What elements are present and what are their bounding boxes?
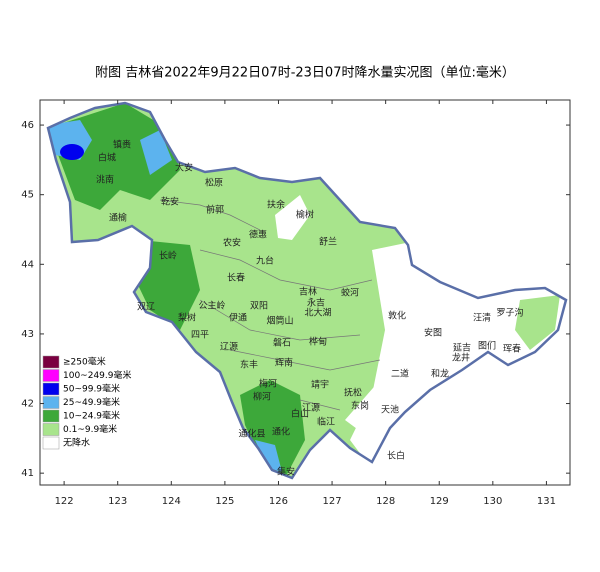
x-tick-label: 125: [215, 496, 234, 507]
place-label: 北大湖: [304, 307, 331, 319]
place-label: 辉南: [275, 357, 293, 369]
place-label: 榆树: [296, 209, 314, 221]
place-label: 四平: [191, 330, 209, 341]
place-label: 公主岭: [198, 300, 225, 312]
place-label: 松原: [205, 177, 223, 189]
place-label: 集安: [277, 466, 295, 478]
place-label: 延吉: [453, 342, 471, 354]
y-tick-label: 41: [21, 468, 34, 479]
place-label: 双辽: [137, 302, 155, 313]
place-label: 通化县: [238, 428, 265, 440]
place-label: 汪清: [473, 312, 491, 324]
place-label: 白山: [291, 408, 309, 420]
x-tick-label: 129: [430, 496, 449, 507]
place-label: 双阳: [250, 301, 268, 312]
moderate-rain: [240, 380, 305, 478]
place-label: 安图: [424, 327, 442, 339]
legend-swatch: [42, 382, 60, 396]
legend-label: 50~99.9毫米: [63, 383, 120, 395]
legend-label: 100~249.9毫米: [63, 369, 132, 381]
place-label: 前郭: [206, 204, 224, 216]
place-label: 洮南: [96, 174, 114, 186]
place-label: 天池: [381, 404, 399, 416]
place-label: 和龙: [431, 368, 449, 380]
x-tick-label: 130: [483, 496, 502, 507]
legend-swatch: [42, 436, 60, 450]
place-label: 长岭: [159, 250, 177, 262]
county-borders: [159, 199, 381, 411]
legend-swatch: [42, 409, 60, 423]
place-label: 抚松: [344, 387, 362, 399]
place-label: 靖宇: [311, 379, 329, 391]
x-tick-label: 131: [537, 496, 556, 507]
no-rain: [345, 380, 400, 440]
place-label: 磐石: [273, 337, 291, 349]
rainstorm: [60, 144, 84, 160]
x-tick-label: 127: [323, 496, 342, 507]
place-label: 蛟河: [341, 287, 359, 299]
y-tick-label: 45: [21, 190, 34, 201]
place-label: 农安: [223, 237, 241, 249]
place-label: 龙井: [452, 352, 470, 364]
place-label: 江源: [302, 403, 320, 414]
x-tick-label: 123: [108, 496, 127, 507]
place-label: 罗子沟: [496, 307, 523, 319]
place-label: 东岗: [351, 400, 369, 412]
map-frame: [39, 99, 571, 486]
no-rain: [275, 195, 310, 240]
light-rain: [515, 295, 560, 350]
legend-swatch: [42, 423, 60, 436]
place-label: 二道: [391, 368, 409, 380]
x-tick-label: 124: [162, 496, 181, 507]
legend-label: 无降水: [63, 437, 90, 449]
place-label: 镇赉: [113, 139, 131, 151]
place-label: 舒兰: [319, 236, 337, 248]
place-label: 长白: [387, 450, 405, 462]
legend-swatch: [42, 369, 60, 382]
y-tick-label: 44: [21, 259, 34, 270]
place-label: 德惠: [249, 229, 267, 241]
place-label: 长春: [227, 272, 245, 284]
place-label: 图们: [478, 340, 496, 352]
place-label: 烟筒山: [266, 315, 293, 327]
map-title: 附图 吉林省2022年9月22日07时-23日07时降水量实况图（单位:毫米）: [95, 65, 515, 81]
place-label: 伊通: [229, 312, 247, 324]
legend-label: 10~24.9毫米: [63, 410, 120, 422]
place-label: 桦甸: [309, 336, 327, 348]
place-label: 柳河: [253, 391, 271, 403]
place-label: 扶余: [267, 199, 285, 211]
place-label: 临江: [317, 416, 335, 428]
x-tick-label: 126: [269, 496, 288, 507]
place-label: 敦化: [388, 310, 406, 322]
place-label: 白城: [98, 152, 116, 164]
moderate-rain: [138, 240, 200, 330]
heavy-rain: [255, 440, 282, 472]
place-label: 乾安: [161, 196, 179, 208]
legend-label: ≥250毫米: [63, 356, 106, 368]
y-tick-label: 43: [21, 329, 34, 340]
place-label: 九台: [256, 255, 274, 267]
legend-swatch: [42, 355, 60, 369]
place-label: 吉林: [299, 286, 317, 298]
place-label: 梨树: [178, 312, 196, 324]
legend-swatch: [42, 396, 60, 409]
place-label: 通化: [272, 426, 290, 438]
y-tick-label: 46: [21, 120, 34, 131]
y-tick-label: 42: [21, 399, 34, 410]
place-label: 永吉: [307, 297, 325, 309]
x-tick-label: 122: [55, 496, 74, 507]
place-label: 辽源: [220, 342, 238, 353]
place-label: 东丰: [240, 359, 258, 371]
heavy-rain: [140, 130, 172, 175]
x-tick-label: 128: [376, 496, 395, 507]
place-label: 大安: [175, 162, 193, 174]
place-label: 珲春: [503, 343, 521, 355]
legend-label: 25~49.9毫米: [63, 396, 120, 408]
legend-label: 0.1~9.9毫米: [63, 423, 117, 435]
place-label: 通榆: [109, 212, 127, 224]
place-label: 梅河: [259, 378, 277, 390]
